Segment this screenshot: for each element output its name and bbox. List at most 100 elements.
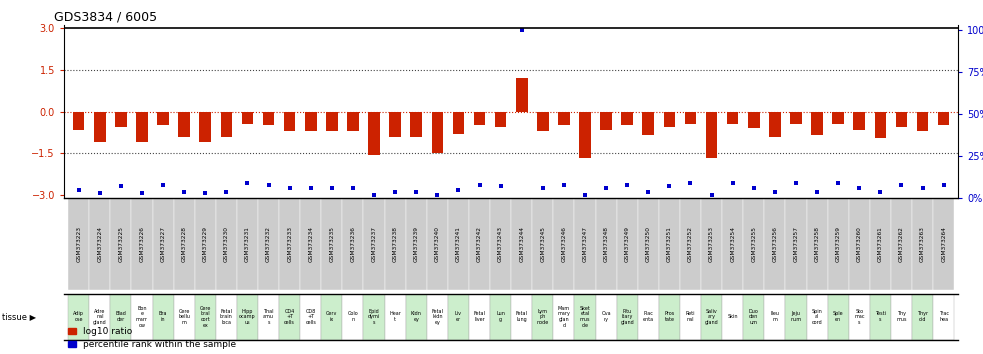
Text: GSM373235: GSM373235 bbox=[329, 226, 334, 262]
Bar bbox=[220, 112, 232, 137]
Bar bbox=[785, 198, 806, 290]
Point bbox=[198, 190, 213, 196]
Text: GSM373239: GSM373239 bbox=[414, 226, 419, 262]
Point bbox=[113, 184, 129, 189]
Text: GDS3834 / 6005: GDS3834 / 6005 bbox=[54, 11, 157, 24]
Text: GSM373230: GSM373230 bbox=[224, 226, 229, 262]
Bar bbox=[701, 198, 723, 290]
Point bbox=[767, 189, 782, 194]
Text: Mam
mary
glan
d: Mam mary glan d bbox=[557, 306, 570, 328]
Bar bbox=[132, 294, 152, 340]
Text: Fetal
lung: Fetal lung bbox=[516, 312, 528, 322]
Point bbox=[282, 185, 298, 191]
Point bbox=[619, 182, 635, 188]
Bar bbox=[896, 112, 907, 127]
Text: Sto
mac
s: Sto mac s bbox=[854, 309, 864, 325]
Text: GSM373246: GSM373246 bbox=[561, 226, 566, 262]
Bar bbox=[73, 112, 85, 130]
Text: GSM373234: GSM373234 bbox=[309, 226, 314, 262]
Bar bbox=[300, 294, 321, 340]
Text: GSM373241: GSM373241 bbox=[456, 226, 461, 262]
Bar bbox=[279, 294, 300, 340]
Text: GSM373259: GSM373259 bbox=[836, 226, 840, 262]
Text: Bon
e
marr
ow: Bon e marr ow bbox=[136, 306, 148, 328]
Bar bbox=[853, 112, 865, 130]
Bar bbox=[616, 198, 638, 290]
Point bbox=[408, 189, 424, 194]
Point bbox=[134, 190, 149, 196]
Text: Thal
amu
s: Thal amu s bbox=[263, 309, 274, 325]
Text: Cerv
ix: Cerv ix bbox=[326, 312, 337, 322]
Text: CD8
+T
cells: CD8 +T cells bbox=[306, 309, 317, 325]
Bar bbox=[262, 112, 274, 126]
Bar bbox=[242, 112, 254, 124]
Bar bbox=[174, 294, 195, 340]
Point bbox=[915, 185, 931, 191]
Text: Bra
in: Bra in bbox=[159, 312, 167, 322]
Text: Sple
en: Sple en bbox=[833, 312, 843, 322]
Text: GSM373247: GSM373247 bbox=[583, 226, 588, 262]
Bar bbox=[279, 198, 300, 290]
Point bbox=[831, 180, 846, 186]
Bar bbox=[532, 294, 553, 340]
Bar bbox=[875, 112, 886, 138]
Point bbox=[851, 185, 867, 191]
Bar bbox=[137, 112, 147, 142]
Text: Pitu
itary
gland: Pitu itary gland bbox=[620, 309, 634, 325]
Text: GSM373226: GSM373226 bbox=[140, 226, 145, 262]
Text: tissue ▶: tissue ▶ bbox=[2, 312, 36, 321]
Bar bbox=[912, 198, 933, 290]
Bar bbox=[638, 198, 659, 290]
Text: Hear
t: Hear t bbox=[389, 312, 401, 322]
Bar bbox=[891, 198, 912, 290]
Point bbox=[240, 180, 256, 186]
Bar bbox=[300, 198, 321, 290]
Point bbox=[894, 182, 909, 188]
Bar bbox=[305, 112, 317, 131]
Point bbox=[556, 182, 572, 188]
Text: Saliv
ary
gland: Saliv ary gland bbox=[705, 309, 719, 325]
Text: Ileu
m: Ileu m bbox=[771, 312, 780, 322]
Bar bbox=[321, 198, 342, 290]
Bar bbox=[474, 112, 486, 126]
Bar bbox=[491, 294, 511, 340]
Bar bbox=[706, 112, 718, 158]
Text: GSM373257: GSM373257 bbox=[793, 226, 798, 262]
Point bbox=[176, 189, 192, 194]
Bar bbox=[152, 198, 174, 290]
Text: Kidn
ey: Kidn ey bbox=[411, 312, 422, 322]
Bar bbox=[574, 198, 596, 290]
Bar bbox=[553, 294, 574, 340]
Text: Plac
enta: Plac enta bbox=[643, 312, 654, 322]
Bar bbox=[427, 198, 448, 290]
Text: Jeju
num: Jeju num bbox=[790, 312, 801, 322]
Bar bbox=[432, 112, 443, 154]
Bar bbox=[152, 294, 174, 340]
Bar bbox=[511, 198, 532, 290]
Bar bbox=[659, 198, 680, 290]
Bar bbox=[384, 198, 406, 290]
Bar bbox=[68, 294, 89, 340]
Text: Reti
nal: Reti nal bbox=[686, 312, 695, 322]
Text: Cere
bellu
m: Cere bellu m bbox=[178, 309, 190, 325]
Bar bbox=[216, 198, 237, 290]
Bar bbox=[237, 198, 258, 290]
Text: Blad
der: Blad der bbox=[115, 312, 126, 322]
Point bbox=[599, 185, 614, 191]
Text: GSM373253: GSM373253 bbox=[709, 226, 714, 262]
Bar bbox=[469, 294, 491, 340]
Text: GSM373223: GSM373223 bbox=[76, 226, 82, 262]
Point bbox=[345, 185, 361, 191]
Text: Epid
dymi
s: Epid dymi s bbox=[368, 309, 380, 325]
Point bbox=[303, 185, 318, 191]
Text: GSM373248: GSM373248 bbox=[604, 226, 608, 262]
Point bbox=[430, 192, 445, 198]
Bar bbox=[664, 112, 675, 127]
Bar bbox=[743, 198, 765, 290]
Bar bbox=[701, 294, 723, 340]
Text: GSM373225: GSM373225 bbox=[118, 226, 123, 262]
Point bbox=[387, 189, 403, 194]
Bar bbox=[765, 294, 785, 340]
Bar bbox=[743, 294, 765, 340]
Text: GSM373238: GSM373238 bbox=[392, 226, 398, 262]
